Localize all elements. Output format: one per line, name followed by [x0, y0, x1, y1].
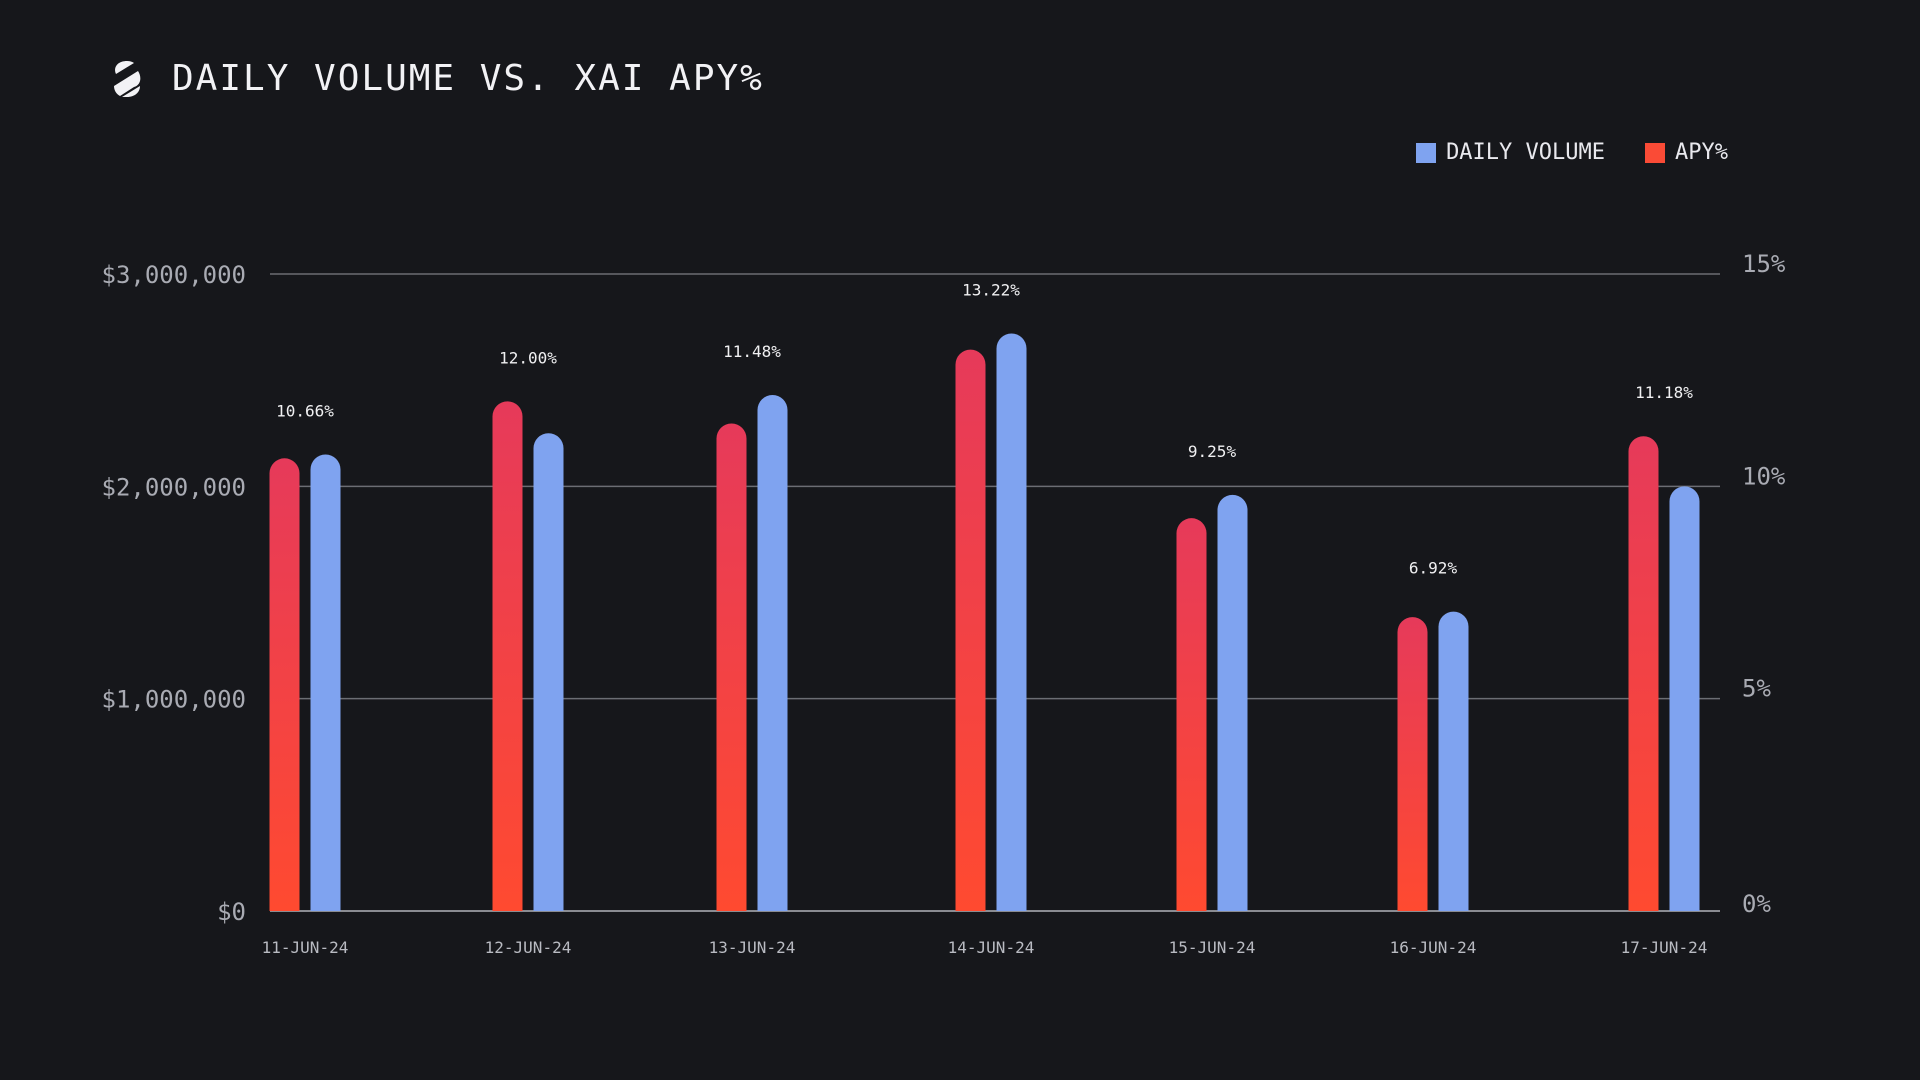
apy-data-label: 9.25%: [1188, 442, 1237, 461]
y-right-tick-label: 15%: [1742, 250, 1786, 278]
volume-bar: [1438, 611, 1469, 911]
apy-bar: [269, 458, 300, 911]
x-tick-label: 14-JUN-24: [948, 938, 1035, 957]
y-right-tick-label: 10%: [1742, 462, 1786, 490]
chart-title: DAILY VOLUME VS. XAI APY%: [172, 58, 764, 99]
y-right-tick-label: 0%: [1742, 890, 1771, 918]
x-tick-label: 11-JUN-24: [262, 938, 349, 957]
apy-bar: [492, 401, 523, 911]
legend-swatch-apy: [1645, 142, 1666, 163]
y-left-tick-label: $2,000,000: [102, 473, 247, 501]
s-logo-icon: [114, 60, 141, 97]
y-left-tick-label: $1,000,000: [102, 686, 247, 714]
apy-data-label: 12.00%: [499, 348, 557, 367]
apy-data-label: 13.22%: [962, 280, 1020, 299]
legend-label-apy: APY%: [1675, 140, 1728, 165]
x-tick-label: 15-JUN-24: [1169, 938, 1256, 957]
y-right-tick-label: 5%: [1742, 675, 1771, 703]
x-tick-label: 17-JUN-24: [1621, 938, 1708, 957]
legend-swatch-daily-volume: [1416, 142, 1437, 163]
volume-bar: [1669, 486, 1700, 911]
volume-bar: [310, 454, 341, 911]
apy-data-label: 6.92%: [1409, 559, 1458, 578]
volume-bar: [1217, 494, 1248, 911]
x-tick-label: 13-JUN-24: [709, 938, 796, 957]
legend-item-apy: APY%: [1645, 140, 1728, 165]
apy-data-label: 11.48%: [723, 342, 781, 361]
y-left-tick-label: $3,000,000: [102, 261, 247, 289]
y-left-tick-label: $0: [217, 898, 246, 926]
apy-bar: [716, 423, 747, 911]
x-tick-label: 12-JUN-24: [485, 938, 572, 957]
legend-item-daily-volume: DAILY VOLUME: [1416, 140, 1605, 165]
chart-legend: DAILY VOLUME APY%: [1376, 140, 1728, 165]
volume-bar: [533, 433, 564, 911]
volume-bar: [996, 333, 1027, 911]
apy-bar: [1176, 518, 1207, 911]
apy-data-label: 11.18%: [1635, 383, 1693, 402]
x-tick-label: 16-JUN-24: [1390, 938, 1477, 957]
chart-header: DAILY VOLUME VS. XAI APY%: [110, 58, 764, 99]
apy-bar: [955, 349, 986, 911]
apy-bar: [1397, 617, 1428, 911]
volume-bar: [757, 395, 788, 911]
legend-label-daily-volume: DAILY VOLUME: [1446, 140, 1606, 165]
apy-bar: [1628, 436, 1659, 911]
apy-data-label: 10.66%: [276, 401, 334, 420]
